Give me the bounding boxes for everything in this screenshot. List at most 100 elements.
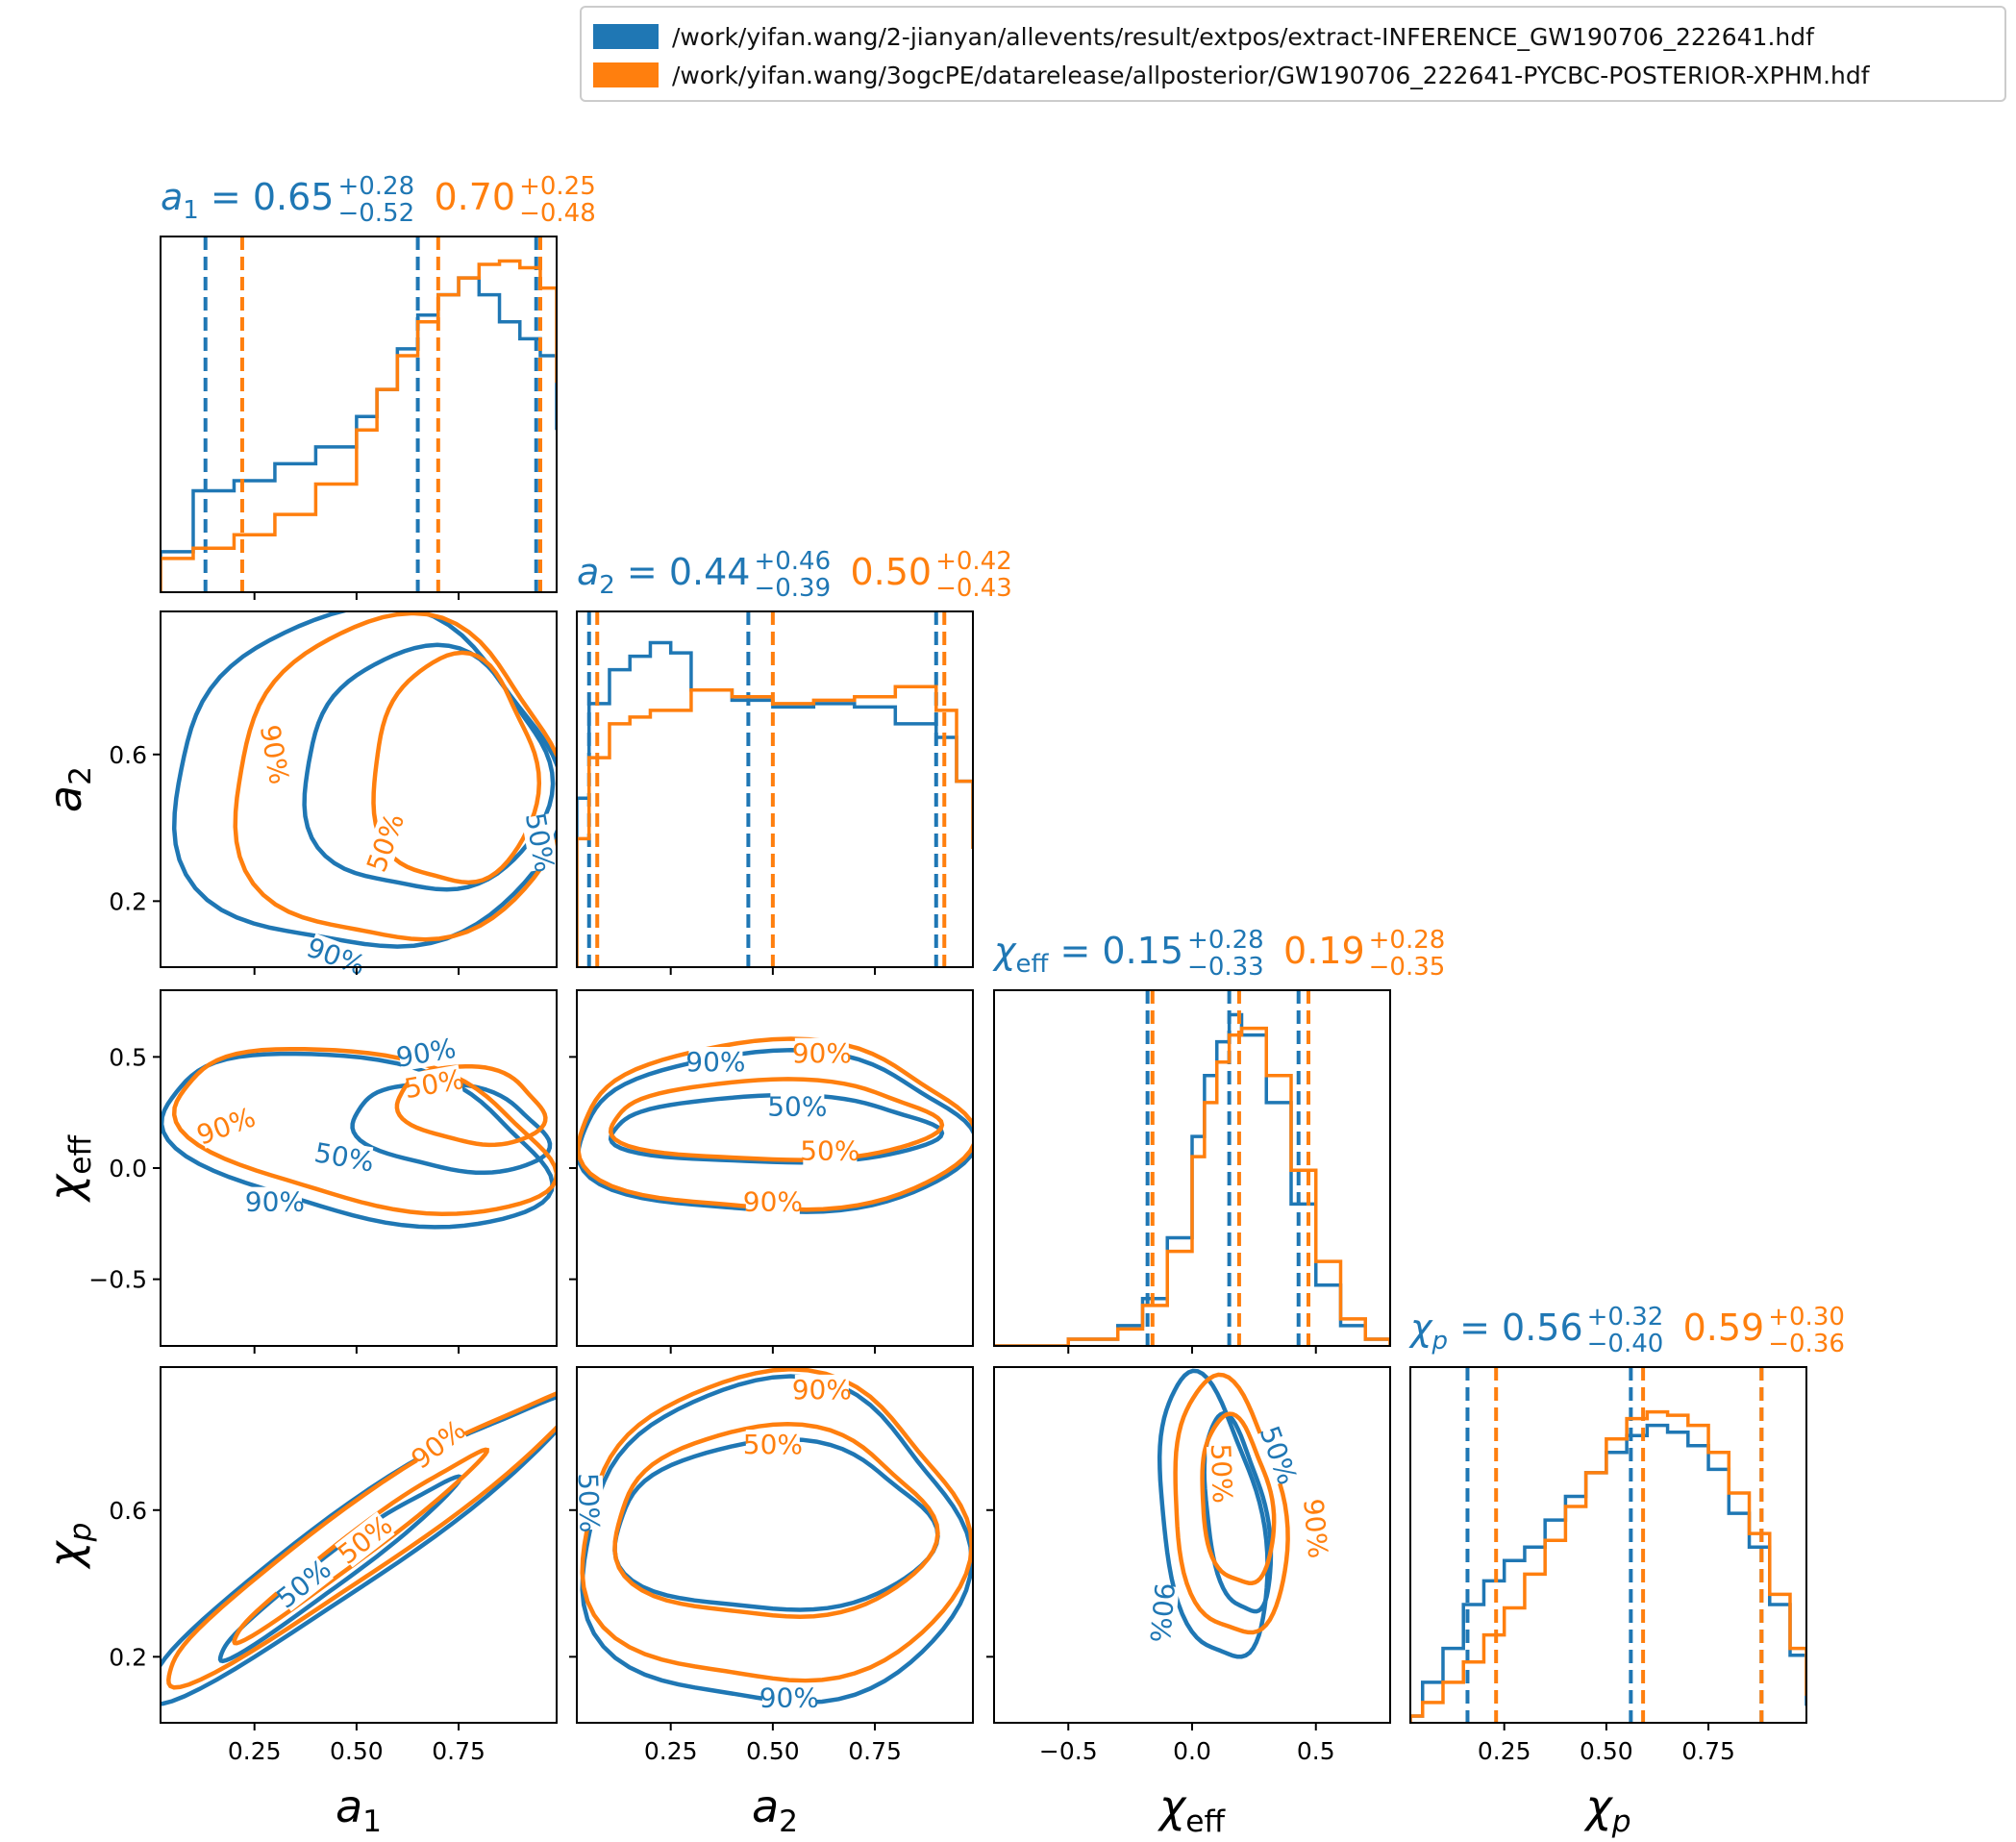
contour-label-bg	[405, 1064, 463, 1103]
panel-frame-a1-chi_p	[160, 1366, 558, 1724]
contour-label: 90%	[759, 1681, 819, 1713]
x-axis-label-a1: a1	[336, 1780, 382, 1838]
x-axis-label-chi_eff: χeff	[1157, 1780, 1226, 1838]
contour-label-bg	[521, 813, 560, 872]
contour-50-a1-chi_eff-series2	[394, 1063, 548, 1148]
panel-frame-a1-a2	[160, 610, 558, 968]
histogram-a2-series1	[577, 640, 973, 967]
x-tick-label-chi_p: 0.50	[1580, 1737, 1633, 1765]
contour-label-bg	[396, 1033, 456, 1072]
contour-label: 90%	[1297, 1497, 1333, 1559]
title-a1-series1-plus: +0.28	[337, 172, 414, 201]
contour-50-a1-a2-series2	[371, 650, 542, 885]
contour-90-a1-chi_eff-series1	[161, 1051, 555, 1230]
contour-panel-chi_eff-chi_p	[1157, 1368, 1290, 1659]
y-tick-label-chi_p: 0.6	[109, 1497, 147, 1525]
y-tick-label-a2: 0.2	[109, 887, 147, 915]
contour-label-bg	[573, 1475, 605, 1531]
contour-90-a2-chi_p-series2	[580, 1367, 973, 1683]
contour-90-a1-a2-series2	[233, 611, 557, 942]
y-axis-label-chi_eff: χeff	[39, 1134, 98, 1204]
contour-label: 90%	[405, 1413, 471, 1475]
contour-label-bg	[408, 1416, 469, 1473]
contour-label: 90%	[303, 932, 370, 982]
legend: /work/yifan.wang/2-jianyan/allevents/res…	[580, 6, 2006, 102]
histogram-a1	[161, 236, 557, 592]
y-tick-label-chi_eff: 0.0	[109, 1155, 147, 1182]
contour-90-chi_eff-chi_p-series2	[1173, 1372, 1290, 1635]
legend-entry-series1: /work/yifan.wang/2-jianyan/allevents/res…	[593, 17, 1993, 56]
contour-50-a2-chi_p-series2	[612, 1421, 940, 1619]
contour-label: 50%	[270, 1553, 336, 1614]
contour-50-a1-chi_p-series2	[232, 1447, 489, 1646]
panel-frame-a1-a1	[160, 236, 558, 593]
contour-label-bg	[1299, 1500, 1333, 1557]
contour-50-a1-chi_eff-series1	[350, 1081, 553, 1176]
title-chi_eff-series2-plus: +0.28	[1369, 926, 1446, 955]
contour-label-bg	[761, 1682, 816, 1712]
contour-label-bg	[745, 1186, 800, 1216]
title-chi_p-series2-minus: −0.36	[1768, 1330, 1845, 1358]
contour-panel-a1-a2	[171, 611, 557, 949]
x-tick-label-a1: 0.75	[432, 1737, 485, 1765]
title-chi_eff-series1-plus: +0.28	[1187, 926, 1264, 955]
histogram-chi_p	[1410, 1367, 1806, 1723]
contour-50-chi_eff-chi_p-series1	[1202, 1410, 1274, 1614]
y-tick-label-chi_p: 0.2	[109, 1643, 147, 1671]
panel-frame-a2-chi_eff	[576, 989, 974, 1347]
panel-frame-chi_p-chi_p	[1409, 1366, 1807, 1724]
y-axis-label-a2: a2	[39, 766, 98, 812]
contour-label: 50%	[800, 1135, 859, 1167]
histogram-a2	[577, 611, 973, 967]
x-axis-label-chi_p: χp	[1582, 1780, 1630, 1838]
panel-frame-a2-chi_p	[576, 1366, 974, 1724]
x-tick-label-a2: 0.75	[848, 1737, 902, 1765]
contour-label: 90%	[192, 1101, 260, 1151]
histogram-a2-series2	[577, 685, 973, 967]
title-a1-series2-minus: −0.48	[519, 199, 596, 228]
x-tick-label-a1: 0.25	[228, 1737, 282, 1765]
contour-label: 90%	[743, 1186, 803, 1218]
title-chi_eff-series2-minus: −0.35	[1369, 953, 1446, 982]
x-tick-label-chi_eff: −0.5	[1039, 1737, 1098, 1765]
contour-label-bg	[803, 1135, 858, 1165]
legend-label-series1: /work/yifan.wang/2-jianyan/allevents/res…	[672, 22, 1814, 51]
contour-label: 90%	[792, 1374, 852, 1406]
contour-label: 90%	[685, 1046, 745, 1078]
contour-panel-a1-chi_eff	[161, 1046, 557, 1230]
title-chi_eff: χeff = 0.15	[992, 930, 1183, 979]
contour-label-bg	[195, 1103, 257, 1149]
title-a1-series2-median: 0.70	[434, 176, 515, 218]
title-a2-series1-plus: +0.46	[754, 547, 831, 576]
contour-label: 90%	[254, 722, 295, 786]
x-tick-label-chi_eff: 0.5	[1297, 1737, 1335, 1765]
contour-label: 50%	[519, 810, 560, 875]
contour-label-bg	[688, 1047, 743, 1076]
contour-label-bg	[794, 1374, 849, 1404]
contour-90-a1-a2-series1	[171, 611, 557, 949]
contour-label-bg	[247, 1186, 302, 1216]
contour-label: 90%	[792, 1037, 852, 1069]
contour-label: 50%	[1205, 1443, 1238, 1504]
contour-panel-a2-chi_p	[580, 1367, 973, 1705]
x-tick-label-a2: 0.25	[644, 1737, 698, 1765]
contour-label-bg	[1145, 1584, 1180, 1641]
contour-50-chi_eff-chi_p-series2	[1200, 1411, 1277, 1585]
histogram-a1-series2	[161, 259, 557, 592]
contour-90-chi_eff-chi_p-series1	[1157, 1368, 1270, 1659]
title-chi_eff-series1-minus: −0.33	[1187, 953, 1264, 982]
title-a2-series2-median: 0.50	[850, 551, 932, 593]
contour-label-bg	[745, 1430, 800, 1459]
panel-frame-a2-a2	[576, 610, 974, 968]
title-a1-series2-plus: +0.25	[519, 172, 596, 201]
contour-label-bg	[335, 1511, 395, 1568]
title-chi_p: χp = 0.56	[1408, 1307, 1583, 1356]
title-chi_p-series1-minus: −0.40	[1587, 1330, 1664, 1358]
y-tick-label-chi_eff: 0.5	[109, 1043, 147, 1071]
title-a2-series2-minus: −0.43	[935, 574, 1012, 603]
contour-label: 50%	[1254, 1422, 1304, 1489]
legend-swatch-series1	[593, 24, 659, 49]
contour-label-bg	[361, 811, 409, 873]
